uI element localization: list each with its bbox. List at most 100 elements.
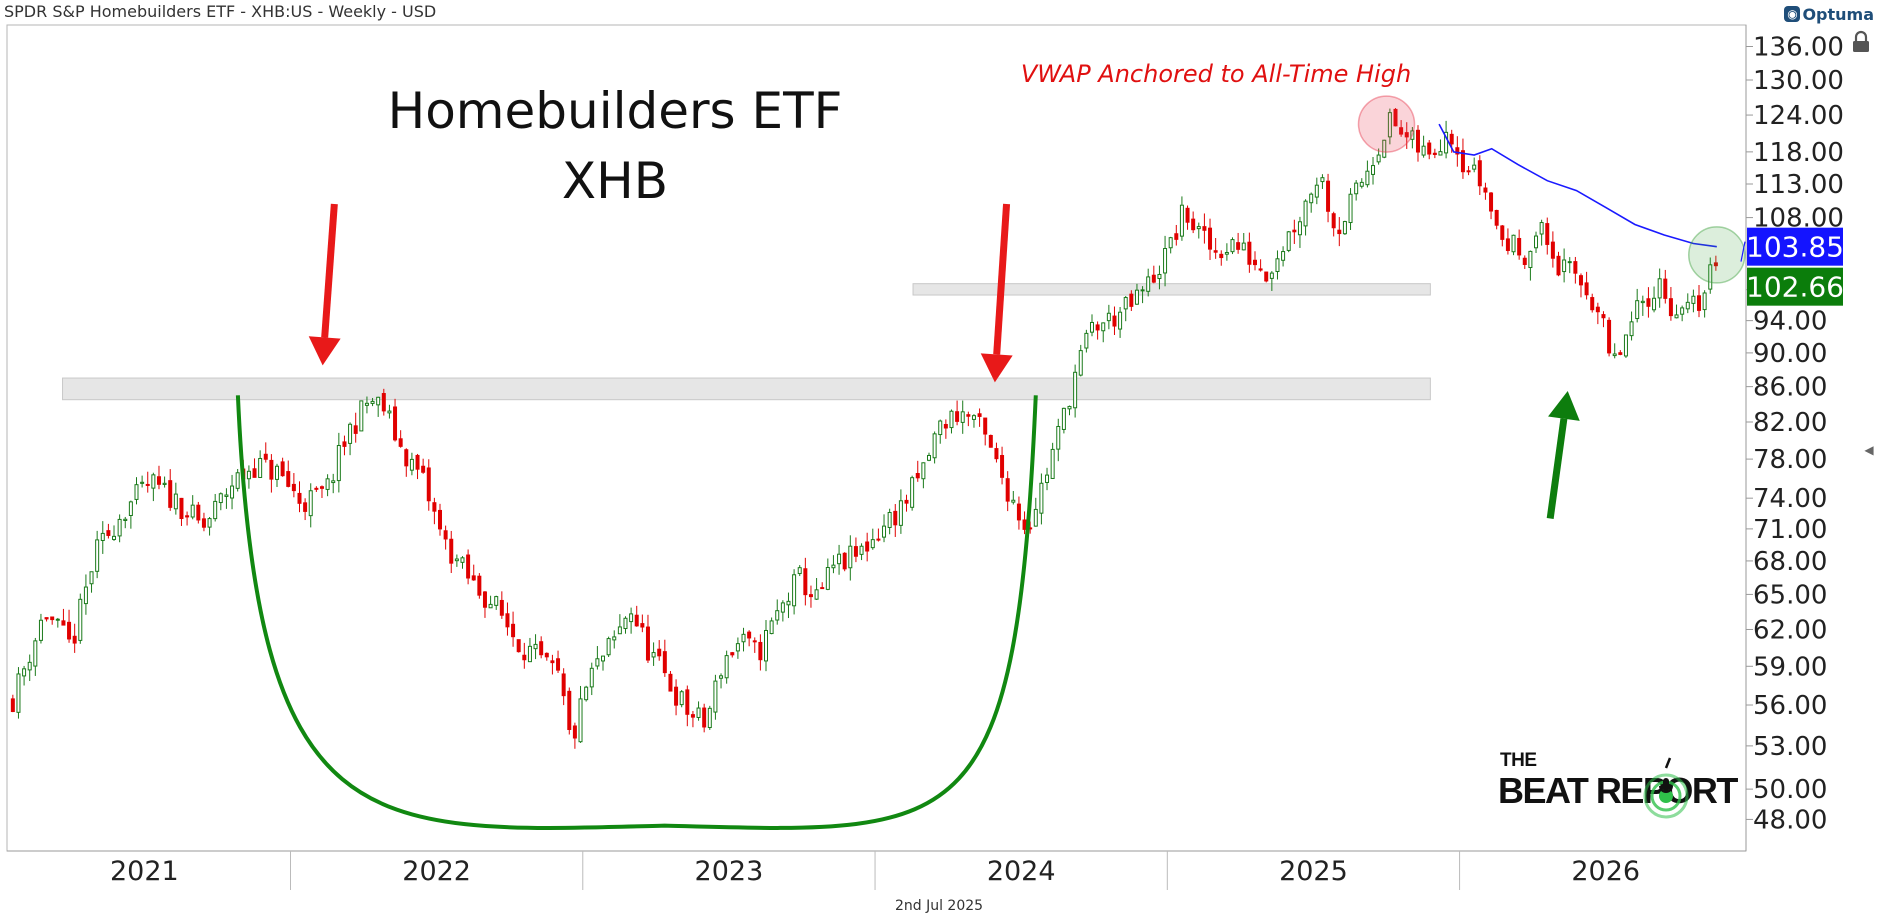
candle-body — [466, 554, 471, 579]
candle-body — [1348, 193, 1353, 224]
candle-body — [1163, 247, 1168, 274]
y-tick-label: 53.00 — [1753, 732, 1827, 762]
lock-icon[interactable] — [1850, 30, 1872, 54]
candle-body — [1444, 131, 1449, 154]
candle-body — [1539, 222, 1544, 235]
candle-body — [1258, 268, 1263, 271]
candle-body — [1230, 239, 1235, 253]
vwap-annotation: VWAP Anchored to All-Time High — [1021, 60, 1411, 88]
candle-body — [1494, 209, 1499, 226]
candle-body — [533, 643, 538, 650]
candle-body — [876, 538, 881, 541]
candle-body — [1460, 150, 1465, 173]
candle-body — [617, 626, 622, 635]
support-zone — [62, 377, 1431, 401]
candle-body — [1134, 289, 1139, 305]
candle-body — [1438, 151, 1443, 156]
candle-body — [494, 596, 499, 606]
candle-body — [336, 445, 341, 482]
candle-body — [1359, 181, 1364, 187]
candle-body — [1477, 160, 1482, 187]
x-tick-label: 2023 — [695, 856, 764, 887]
candle-body — [432, 502, 437, 512]
candle-body — [837, 553, 842, 565]
y-tick-label: 68.00 — [1753, 547, 1827, 577]
candle-body — [44, 617, 49, 620]
candle-body — [1573, 261, 1578, 274]
candle-body — [1685, 301, 1690, 310]
candle-body — [134, 484, 139, 500]
candle-body — [246, 470, 251, 480]
candle-body — [1297, 221, 1302, 236]
candle-body — [213, 500, 218, 520]
candle-body — [910, 477, 915, 508]
candle-body — [707, 707, 712, 729]
candle-body — [1528, 250, 1533, 269]
candle-body — [218, 493, 223, 504]
price-value-badge — [1747, 267, 1843, 306]
price-value-label: 102.66 — [1746, 271, 1844, 304]
candle-body — [1264, 271, 1269, 282]
candle-body — [550, 660, 555, 664]
candle-body — [1584, 282, 1589, 296]
candle-body — [887, 511, 892, 528]
candle-body — [1202, 226, 1207, 231]
chevron-left-icon[interactable]: ◀ — [1864, 443, 1874, 457]
candle-body — [724, 655, 729, 679]
x-tick-label: 2024 — [987, 856, 1056, 887]
candle-body — [522, 654, 527, 661]
candle-body — [662, 651, 667, 674]
candle-body — [1623, 334, 1628, 357]
candle-body — [314, 487, 319, 490]
candle-body — [151, 474, 156, 489]
arrow-shaft — [1546, 418, 1568, 519]
candle-body — [674, 686, 679, 706]
candle-body — [803, 568, 808, 596]
candle-body — [893, 510, 898, 526]
y-tick-label: 130.00 — [1753, 66, 1844, 96]
candle-body — [966, 414, 971, 417]
x-tick-label: 2021 — [110, 856, 179, 887]
candle-body — [1387, 112, 1392, 138]
support-zone — [912, 283, 1431, 296]
y-tick-label: 86.00 — [1753, 373, 1827, 403]
candle-body — [1275, 258, 1280, 273]
y-tick-label: 90.00 — [1753, 339, 1827, 369]
candle-body — [1129, 293, 1134, 307]
arrow-shaft — [321, 203, 338, 338]
candle-body — [426, 467, 431, 502]
candle-body — [1084, 332, 1089, 349]
candle-body — [1629, 321, 1634, 337]
candle-body — [1303, 200, 1308, 227]
candle-body — [398, 438, 403, 447]
candle-body — [438, 509, 443, 530]
candle-body — [179, 497, 184, 520]
candle-body — [258, 457, 263, 478]
candle-body — [898, 500, 903, 526]
y-tick-label: 78.00 — [1753, 445, 1827, 475]
candle-body — [926, 454, 931, 461]
candle-body — [443, 530, 448, 540]
vwap-value-badge — [1747, 227, 1843, 266]
candle-body — [769, 620, 774, 635]
candle-body — [1663, 278, 1668, 299]
y-tick-label: 59.00 — [1753, 652, 1827, 682]
candle-body — [454, 558, 459, 562]
vwap-value-label: 103.85 — [1746, 231, 1844, 264]
candle-body — [1376, 154, 1381, 163]
candle-body — [291, 483, 296, 492]
candle-body — [224, 494, 229, 497]
candle-body — [78, 598, 83, 641]
candle-body — [915, 473, 920, 479]
candle-body — [145, 483, 150, 486]
candle-body — [1342, 221, 1347, 235]
candle-body — [190, 504, 195, 518]
candle-body — [393, 406, 398, 441]
candle-body — [303, 502, 308, 512]
candle-body — [780, 602, 785, 613]
candle-body — [1039, 482, 1044, 514]
logo-line-the: THE — [1500, 750, 1537, 771]
candle-body — [381, 393, 386, 412]
candle-body — [1168, 237, 1173, 249]
